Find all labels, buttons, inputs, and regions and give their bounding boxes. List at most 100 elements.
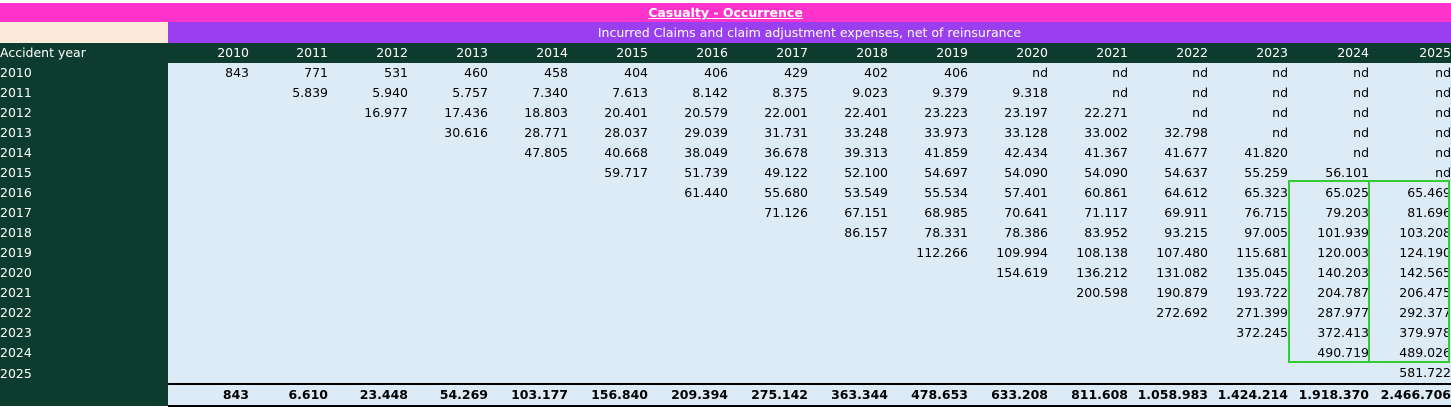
- table-cell[interactable]: [168, 363, 249, 384]
- table-cell[interactable]: [648, 363, 728, 384]
- table-cell[interactable]: 5.839: [249, 83, 328, 103]
- table-cell[interactable]: 36.678: [728, 143, 808, 163]
- table-cell[interactable]: 41.367: [1048, 143, 1128, 163]
- table-cell[interactable]: 843: [168, 63, 249, 83]
- table-cell[interactable]: 33.002: [1048, 123, 1128, 143]
- table-cell[interactable]: [1128, 363, 1208, 384]
- table-cell[interactable]: [568, 343, 648, 363]
- table-cell[interactable]: 9.379: [888, 83, 968, 103]
- table-cell[interactable]: 8.142: [648, 83, 728, 103]
- table-cell[interactable]: 103.208: [1369, 223, 1451, 243]
- table-cell[interactable]: 55.680: [728, 183, 808, 203]
- table-cell[interactable]: [1128, 323, 1208, 343]
- table-cell[interactable]: 142.565: [1369, 263, 1451, 283]
- table-cell[interactable]: 64.612: [1128, 183, 1208, 203]
- table-cell[interactable]: 7.613: [568, 83, 648, 103]
- table-cell[interactable]: 30.616: [408, 123, 488, 143]
- total-cell[interactable]: 1.918.370: [1288, 383, 1369, 407]
- table-cell[interactable]: 101.939: [1288, 223, 1369, 243]
- table-cell[interactable]: [328, 363, 408, 384]
- table-cell[interactable]: 65.025: [1288, 183, 1369, 203]
- table-cell[interactable]: 40.668: [568, 143, 648, 163]
- table-cell[interactable]: 372.413: [1288, 323, 1369, 343]
- table-cell[interactable]: 28.771: [488, 123, 568, 143]
- table-cell[interactable]: 68.985: [888, 203, 968, 223]
- table-cell[interactable]: 93.215: [1128, 223, 1208, 243]
- table-cell[interactable]: [968, 343, 1048, 363]
- table-cell[interactable]: [408, 303, 488, 323]
- table-cell[interactable]: nd: [1369, 143, 1451, 163]
- table-cell[interactable]: [328, 283, 408, 303]
- table-cell[interactable]: nd: [1288, 143, 1369, 163]
- table-cell[interactable]: [249, 363, 328, 384]
- table-cell[interactable]: 33.973: [888, 123, 968, 143]
- table-cell[interactable]: [328, 183, 408, 203]
- table-cell[interactable]: [168, 303, 249, 323]
- table-cell[interactable]: 9.318: [968, 83, 1048, 103]
- table-cell[interactable]: 33.128: [968, 123, 1048, 143]
- table-cell[interactable]: [168, 123, 249, 143]
- table-cell[interactable]: 54.090: [1048, 163, 1128, 183]
- table-cell[interactable]: 55.259: [1208, 163, 1288, 183]
- table-cell[interactable]: [728, 243, 808, 263]
- table-cell[interactable]: [328, 143, 408, 163]
- table-cell[interactable]: 81.696: [1369, 203, 1451, 223]
- table-cell[interactable]: [249, 323, 328, 343]
- table-cell[interactable]: nd: [1208, 63, 1288, 83]
- table-cell[interactable]: [968, 323, 1048, 343]
- table-cell[interactable]: [168, 243, 249, 263]
- table-cell[interactable]: [568, 263, 648, 283]
- table-cell[interactable]: [408, 263, 488, 283]
- table-cell[interactable]: [408, 343, 488, 363]
- table-cell[interactable]: 154.619: [968, 263, 1048, 283]
- table-cell[interactable]: 460: [408, 63, 488, 83]
- table-cell[interactable]: [728, 363, 808, 384]
- total-cell[interactable]: 275.142: [728, 383, 808, 407]
- table-cell[interactable]: 120.003: [1288, 243, 1369, 263]
- table-cell[interactable]: 20.579: [648, 103, 728, 123]
- table-cell[interactable]: 771: [249, 63, 328, 83]
- table-cell[interactable]: 404: [568, 63, 648, 83]
- table-cell[interactable]: [968, 303, 1048, 323]
- table-cell[interactable]: 78.331: [888, 223, 968, 243]
- table-cell[interactable]: 190.879: [1128, 283, 1208, 303]
- table-cell[interactable]: 204.787: [1288, 283, 1369, 303]
- table-cell[interactable]: [888, 363, 968, 384]
- table-cell[interactable]: 83.952: [1048, 223, 1128, 243]
- table-cell[interactable]: [328, 163, 408, 183]
- table-cell[interactable]: 55.534: [888, 183, 968, 203]
- table-cell[interactable]: [568, 303, 648, 323]
- table-cell[interactable]: [249, 223, 328, 243]
- table-cell[interactable]: 41.677: [1128, 143, 1208, 163]
- table-cell[interactable]: 107.480: [1128, 243, 1208, 263]
- table-cell[interactable]: [168, 283, 249, 303]
- table-cell[interactable]: 23.197: [968, 103, 1048, 123]
- table-cell[interactable]: [249, 203, 328, 223]
- table-cell[interactable]: 292.377: [1369, 303, 1451, 323]
- table-cell[interactable]: 109.994: [968, 243, 1048, 263]
- table-cell[interactable]: [249, 343, 328, 363]
- table-cell[interactable]: [728, 343, 808, 363]
- table-cell[interactable]: 20.401: [568, 103, 648, 123]
- table-cell[interactable]: 51.739: [648, 163, 728, 183]
- table-cell[interactable]: [488, 343, 568, 363]
- table-cell[interactable]: 379.978: [1369, 323, 1451, 343]
- table-cell[interactable]: [648, 243, 728, 263]
- total-cell[interactable]: 23.448: [328, 383, 408, 407]
- table-cell[interactable]: 70.641: [968, 203, 1048, 223]
- total-cell[interactable]: 633.208: [968, 383, 1048, 407]
- table-cell[interactable]: [328, 263, 408, 283]
- table-cell[interactable]: [168, 343, 249, 363]
- table-cell[interactable]: [1208, 363, 1288, 384]
- total-cell[interactable]: 156.840: [568, 383, 648, 407]
- table-cell[interactable]: 79.203: [1288, 203, 1369, 223]
- table-cell[interactable]: 47.805: [488, 143, 568, 163]
- table-cell[interactable]: 22.271: [1048, 103, 1128, 123]
- table-cell[interactable]: 61.440: [648, 183, 728, 203]
- table-cell[interactable]: 112.266: [888, 243, 968, 263]
- table-cell[interactable]: 67.151: [808, 203, 888, 223]
- table-cell[interactable]: 29.039: [648, 123, 728, 143]
- table-cell[interactable]: [488, 363, 568, 384]
- table-cell[interactable]: 135.045: [1208, 263, 1288, 283]
- table-cell[interactable]: nd: [1369, 123, 1451, 143]
